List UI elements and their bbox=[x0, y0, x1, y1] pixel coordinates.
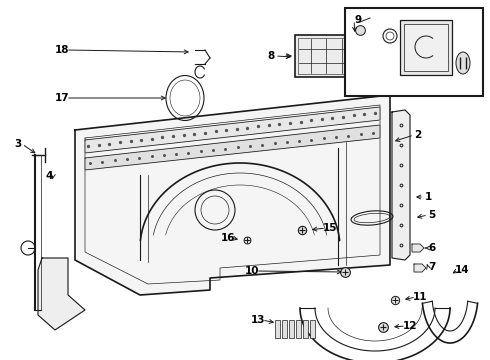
Bar bbox=[289, 320, 294, 338]
Text: 5: 5 bbox=[428, 210, 436, 220]
Text: 16: 16 bbox=[221, 233, 235, 243]
Text: 3: 3 bbox=[14, 139, 22, 149]
Text: 1: 1 bbox=[424, 192, 432, 202]
Text: 13: 13 bbox=[251, 315, 265, 325]
Polygon shape bbox=[412, 244, 424, 252]
Bar bbox=[303, 320, 308, 338]
Polygon shape bbox=[414, 264, 426, 272]
Text: 11: 11 bbox=[413, 292, 427, 302]
Text: 12: 12 bbox=[403, 321, 417, 331]
Bar bbox=[400, 20, 452, 75]
Bar bbox=[298, 38, 354, 74]
Bar bbox=[295, 35, 357, 77]
Text: 17: 17 bbox=[55, 93, 69, 103]
Text: 14: 14 bbox=[455, 265, 469, 275]
Bar bbox=[404, 24, 448, 71]
Text: 4: 4 bbox=[45, 171, 53, 181]
Text: 18: 18 bbox=[55, 45, 69, 55]
Polygon shape bbox=[75, 95, 390, 295]
Text: 9: 9 bbox=[354, 15, 362, 25]
Bar bbox=[310, 320, 315, 338]
Text: 6: 6 bbox=[428, 243, 436, 253]
Ellipse shape bbox=[456, 52, 470, 74]
Polygon shape bbox=[85, 107, 380, 153]
Text: 15: 15 bbox=[323, 223, 337, 233]
Bar bbox=[282, 320, 287, 338]
Bar bbox=[345, 8, 483, 96]
Bar bbox=[296, 320, 301, 338]
Polygon shape bbox=[392, 110, 410, 260]
Text: 7: 7 bbox=[428, 262, 436, 272]
Text: 2: 2 bbox=[415, 130, 421, 140]
Bar bbox=[275, 320, 280, 338]
Polygon shape bbox=[85, 125, 380, 170]
Text: 8: 8 bbox=[268, 51, 274, 61]
Polygon shape bbox=[38, 258, 85, 330]
Text: 10: 10 bbox=[245, 266, 259, 276]
